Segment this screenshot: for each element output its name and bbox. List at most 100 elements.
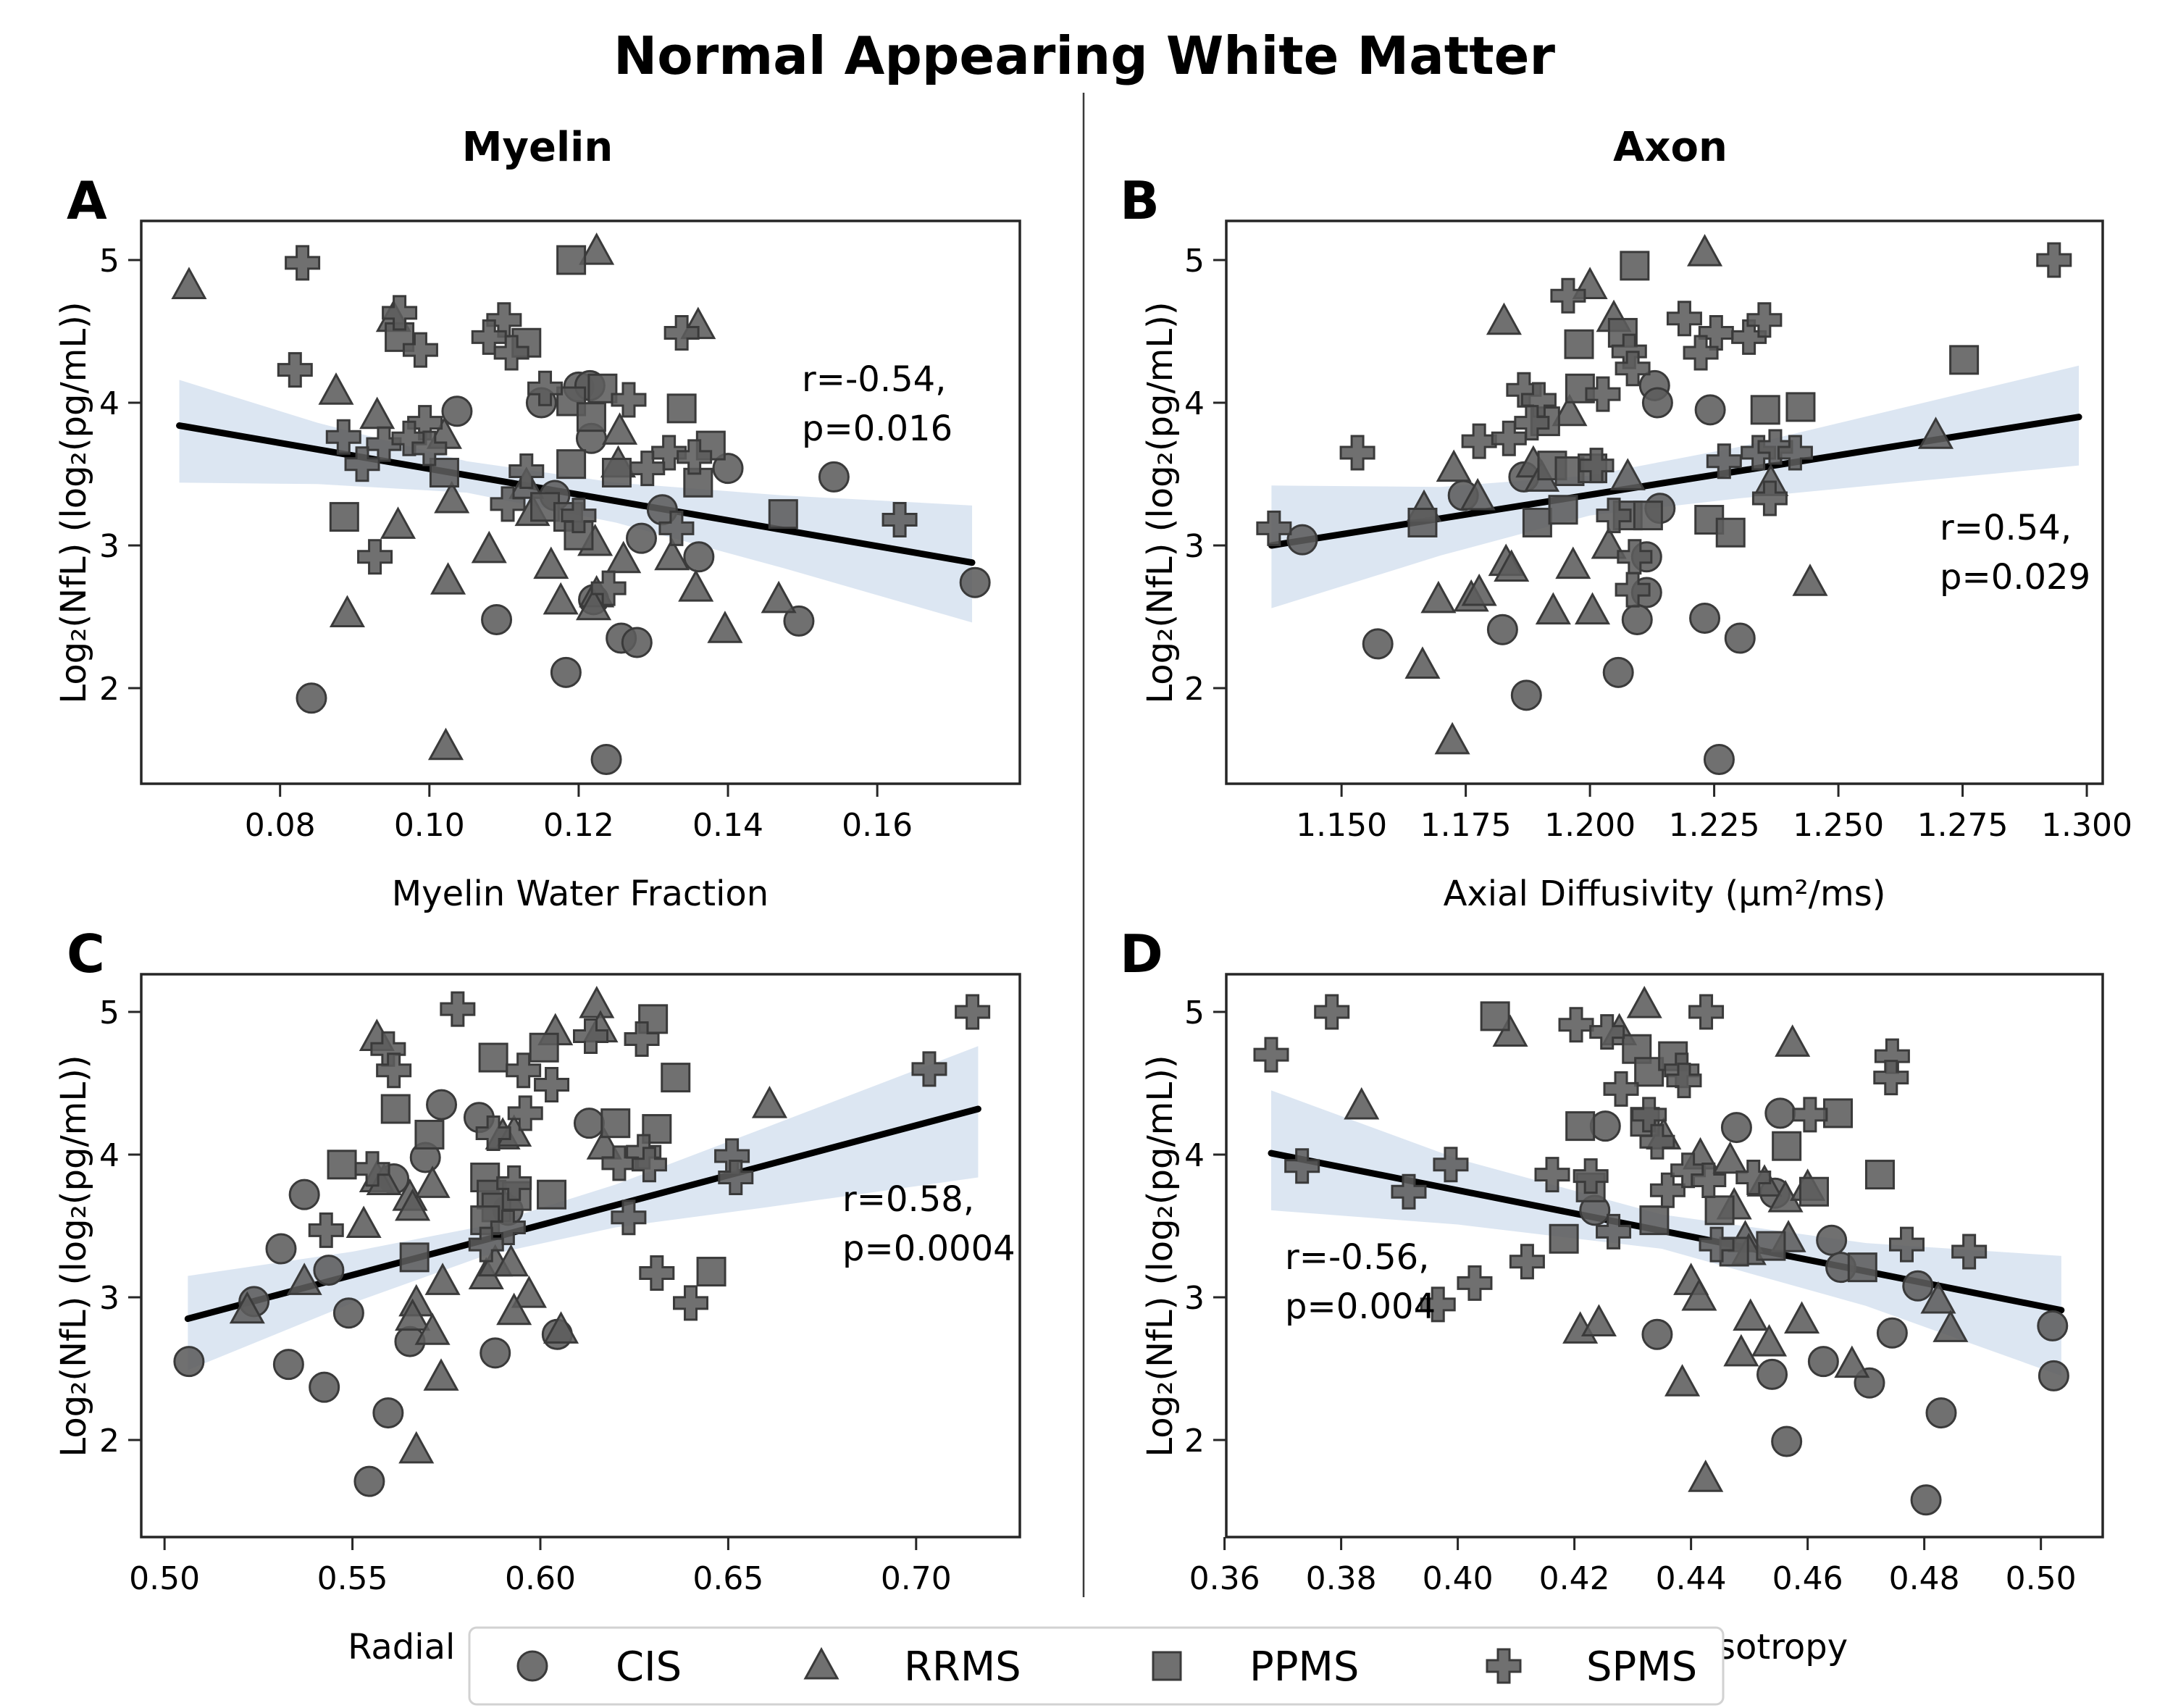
rrms-data-point: [318, 372, 354, 405]
rrms-data-point: [1920, 1281, 1956, 1314]
cis-data-point: [1362, 628, 1394, 660]
ppms-data-point: [529, 1032, 559, 1063]
spms-data-point: [507, 1095, 543, 1131]
spms-data-point: [1639, 1123, 1675, 1160]
spms-data-point: [1573, 1158, 1609, 1194]
spms-data-point: [1698, 314, 1734, 351]
regression-line: [176, 422, 976, 566]
x-tick-label: 0.12: [543, 807, 614, 844]
cis-legend-marker: [516, 1650, 548, 1682]
ppms-data-point: [1823, 1098, 1854, 1129]
panel-plot-area: [171, 233, 991, 776]
legend-label-spms: SPMS: [1586, 1644, 1697, 1691]
spms-data-point: [411, 430, 448, 466]
spms-data-point: [651, 435, 687, 471]
ppms-data-point: [1785, 392, 1816, 422]
ppms-data-point: [1633, 501, 1663, 531]
panel-plot-area: [173, 986, 991, 1497]
rrms-data-point: [606, 540, 642, 574]
spms-data-point: [882, 502, 918, 538]
spms-data-point: [382, 295, 418, 331]
panel-D: 0.360.380.400.420.440.460.480.505432Frac…: [1120, 924, 2104, 1667]
rrms-data-point: [1723, 1334, 1759, 1367]
spms-data-point: [1666, 301, 1702, 337]
cis-data-point: [783, 605, 815, 637]
spms-data-point: [1706, 443, 1742, 480]
y-tick-label: 4: [99, 385, 120, 422]
spms-legend-marker: [1486, 1648, 1522, 1684]
x-tick-label: 0.50: [129, 1560, 200, 1597]
cis-data-point: [1764, 1097, 1796, 1129]
cis-data-point: [272, 1349, 304, 1381]
rrms-data-point: [654, 537, 690, 571]
ppms-data-point: [414, 1119, 445, 1150]
legend: CIS RRMS PPMS SPMS: [468, 1626, 1725, 1706]
spms-data-point: [440, 991, 476, 1027]
rrms-data-point: [398, 1431, 435, 1464]
cis-data-point: [1876, 1317, 1908, 1349]
x-tick-label: 1.200: [1544, 807, 1636, 844]
ppms-legend-marker: [1152, 1651, 1182, 1681]
spms-data-point: [1550, 277, 1586, 314]
spms-data-point: [376, 1052, 412, 1089]
ppms-data-point: [556, 245, 587, 275]
rrms-data-point: [1486, 302, 1522, 335]
rrms-data-point: [1434, 721, 1470, 755]
y-axis-label: Log₂(NfL) (log₂(pg/mL)): [54, 1055, 94, 1457]
spms-data-point: [1596, 1213, 1632, 1249]
cis-data-point: [1724, 622, 1756, 654]
x-tick-label: 0.50: [2006, 1560, 2077, 1597]
figure-title: Normal Appearing White Matter: [614, 25, 1555, 86]
x-tick-label: 1.175: [1420, 807, 1512, 844]
cis-data-point: [683, 541, 715, 573]
ppms-data-point: [1704, 1195, 1735, 1226]
rrms-data-point: [424, 1263, 461, 1295]
rrms-data-point: [543, 1311, 579, 1344]
spms-data-point: [1735, 1160, 1772, 1196]
ppms-data-point: [1756, 1231, 1786, 1261]
rrms-data-point: [1687, 234, 1723, 267]
cis-data-point: [1807, 1346, 1839, 1378]
x-tick-label: 0.16: [842, 807, 913, 844]
rrms-data-point: [1932, 1310, 1969, 1342]
spms-data-point: [1603, 1071, 1639, 1107]
x-tick-label: 0.48: [1889, 1560, 1960, 1597]
ppms-data-point: [661, 1063, 691, 1093]
spms-data-point: [1666, 1063, 1702, 1099]
rrms-data-point: [1688, 1460, 1724, 1492]
y-tick-label: 5: [1184, 243, 1205, 280]
spms-data-point: [1491, 420, 1527, 456]
spms-data-point: [1433, 1147, 1469, 1183]
cis-data-point: [1925, 1397, 1957, 1429]
rrms-data-point: [1494, 549, 1530, 582]
ppms-data-point: [1480, 1001, 1510, 1031]
cis-data-point: [590, 744, 622, 776]
ppms-data-point: [1949, 345, 1980, 375]
correlation-annotation: p=0.029: [1940, 557, 2090, 598]
rrms-data-point: [678, 569, 714, 602]
spms-data-point: [1615, 351, 1651, 387]
rrms-data-point: [1775, 1024, 1811, 1057]
spms-data-point: [1514, 405, 1550, 441]
cis-data-point: [1689, 602, 1721, 634]
rrms-data-point: [1751, 1323, 1788, 1357]
spms-data-point: [1339, 435, 1375, 471]
spms-data-point: [673, 1285, 709, 1321]
rrms-data-point: [1492, 1014, 1528, 1047]
ppms-data-point: [1864, 1160, 1895, 1190]
cis-data-point: [1621, 603, 1653, 635]
y-axis-label: Log₂(NfL) (log₂(pg/mL)): [54, 301, 94, 703]
cis-data-point: [1756, 1358, 1788, 1390]
axes-spines: [140, 219, 1021, 785]
x-axis-label: Myelin Water Fraction: [392, 874, 769, 914]
cis-data-point: [309, 1371, 340, 1403]
correlation-annotation: p=0.016: [802, 409, 952, 449]
correlation-annotation: p=0.0004: [842, 1228, 1016, 1269]
axes-spines: [1225, 973, 2104, 1539]
rrms-data-point: [493, 1244, 529, 1277]
x-axis-label: Axial Diffusivity (μm²/ms): [1444, 874, 1886, 914]
cis-data-point: [296, 682, 327, 714]
spms-data-point: [1951, 1234, 1988, 1270]
